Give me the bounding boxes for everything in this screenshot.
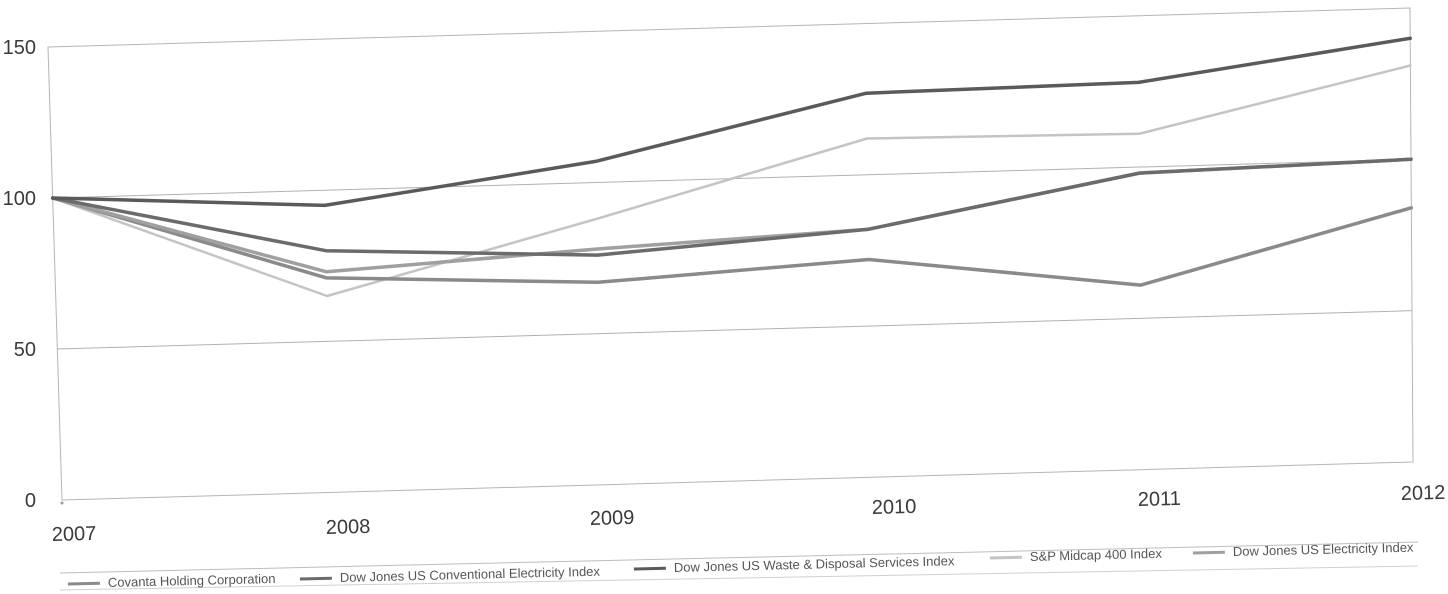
legend-label: Dow Jones US Electricity Index — [1233, 540, 1414, 559]
y-tick-label: 150 — [3, 37, 36, 59]
legend-label: S&P Midcap 400 Index — [1030, 546, 1163, 564]
y-tick-label: 0 — [25, 490, 36, 512]
series-line-1 — [50, 157, 1413, 257]
x-tick-label: 2012 — [1401, 482, 1446, 505]
series-line-3 — [51, 64, 1412, 298]
legend-swatch — [67, 581, 100, 586]
legend-swatch — [1192, 550, 1225, 555]
x-tick-label: 2008 — [326, 516, 371, 539]
legend-separator — [59, 565, 1419, 591]
legend-item: Dow Jones US Conventional Electricity In… — [299, 564, 601, 585]
legend-item: S&P Midcap 400 Index — [989, 546, 1163, 564]
x-axis-ticks: 2007 2008 2009 2010 2011 2012 — [52, 482, 1446, 546]
series-line-0 — [50, 196, 1414, 287]
legend-swatch — [633, 566, 666, 571]
series-lines — [50, 36, 1414, 298]
x-tick-label: 2010 — [872, 496, 917, 519]
gridline — [57, 310, 1413, 350]
legend-item: Covanta Holding Corporation — [67, 571, 276, 590]
legend-label: Dow Jones US Waste & Disposal Services I… — [674, 553, 955, 575]
y-axis-ticks: 0 50 100 150 — [3, 37, 36, 512]
origin-marker — [60, 501, 64, 505]
x-tick-label: 2009 — [590, 507, 635, 530]
legend-label: Covanta Holding Corporation — [108, 571, 276, 590]
legend-label: Dow Jones US Conventional Electricity In… — [340, 564, 601, 585]
legend: Covanta Holding Corporation Dow Jones US … — [59, 540, 1419, 591]
y-tick-label: 50 — [14, 339, 36, 361]
series-line-2 — [50, 36, 1412, 208]
legend-item: Dow Jones US Electricity Index — [1192, 540, 1414, 559]
x-tick-label: 2007 — [52, 523, 97, 546]
legend-swatch — [299, 576, 332, 581]
legend-swatch — [989, 555, 1022, 560]
y-tick-label: 100 — [3, 188, 36, 210]
legend-separator — [59, 541, 1419, 574]
legend-item: Dow Jones US Waste & Disposal Services I… — [633, 553, 955, 575]
x-tick-label: 2011 — [1138, 488, 1182, 511]
